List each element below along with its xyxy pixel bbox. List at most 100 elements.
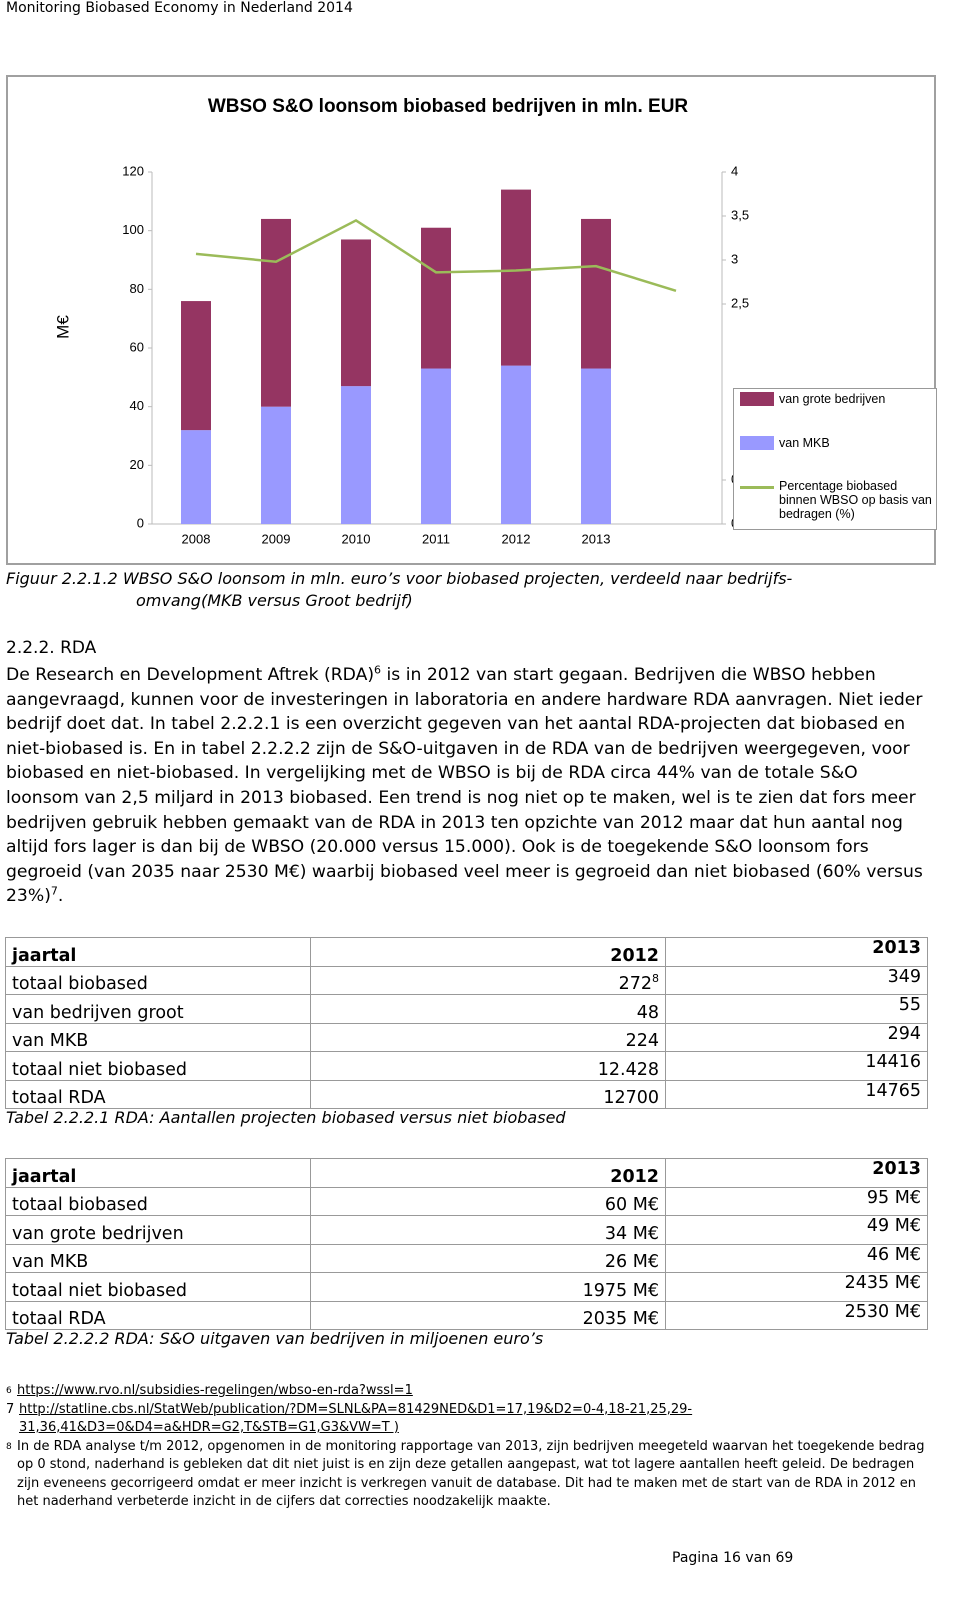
y-tick-label: 60 — [130, 339, 144, 354]
table-cell: totaal biobased — [5, 1186, 311, 1216]
y2-tick-label: 2,5 — [731, 295, 749, 310]
legend-label: van grote bedrijven — [779, 392, 886, 406]
table-row: totaal niet biobased 12.428 14416 — [5, 1051, 928, 1081]
bar-segment — [421, 227, 451, 369]
page-number: Pagina 16 van 69 — [672, 1550, 794, 1566]
legend-swatch — [740, 436, 774, 450]
table-cell: 49 M€ — [665, 1215, 928, 1245]
table-cell: 2013 — [665, 937, 928, 967]
footnote-number: 6 — [6, 1386, 12, 1396]
table-cell: 34 M€ — [310, 1215, 666, 1245]
table-cell: 294 — [665, 1022, 928, 1052]
table-row: van bedrijven groot 48 55 — [5, 994, 928, 1024]
table-row: totaal niet biobased 1975 M€ 2435 M€ — [5, 1272, 928, 1302]
legend-item: Percentage biobased binnen WBSO op basis… — [740, 479, 934, 521]
chart: WBSO S&O loonsom biobased bedrijven in m… — [53, 96, 749, 546]
line-series — [195, 218, 677, 292]
bar-segment — [501, 365, 531, 524]
footnote-ref: 7 — [50, 884, 58, 898]
bar-segment — [181, 430, 211, 524]
table-cell: 2013 — [665, 1158, 928, 1188]
page-header: Monitoring Biobased Economy in Nederland… — [6, 0, 353, 16]
table-row: totaal RDA 2035 M€ 2530 M€ — [5, 1300, 928, 1330]
legend-swatch — [740, 486, 774, 489]
table-cell: 224 — [310, 1022, 666, 1052]
table-cell: totaal RDA — [5, 1079, 311, 1109]
bar-segment — [341, 239, 371, 387]
bar-segment — [181, 301, 211, 431]
table-cell: van MKB — [5, 1243, 311, 1273]
x-tick-label: 2009 — [262, 531, 291, 546]
table-caption: Tabel 2.2.2.2 RDA: S&O uitgaven van bedr… — [6, 1329, 544, 1348]
data-table: jaartal 2012 2013 totaal biobased 2728 349 van… — [5, 937, 928, 1109]
cell-text: 272 — [618, 974, 652, 994]
legend: van grote bedrijven van MKB Percentage bio… — [733, 388, 937, 530]
table-cell: 12.428 — [310, 1051, 666, 1081]
bar-segment — [501, 189, 531, 366]
footnotes: 6 https://www.rvo.nl/subsidies-regelingen… — [6, 1382, 931, 1512]
table-row: van MKB 224 294 — [5, 1022, 928, 1052]
table-cell: 14416 — [665, 1051, 928, 1081]
section-heading: 2.2.2. RDA — [6, 638, 97, 658]
table-cell: 48 — [310, 994, 666, 1024]
y2-tick-label: 3 — [731, 251, 738, 266]
table-cell: jaartal — [5, 937, 311, 967]
table-cell: totaal biobased — [5, 965, 311, 995]
table-cell: van MKB — [5, 1022, 311, 1052]
table-row: van MKB 26 M€ 46 M€ — [5, 1243, 928, 1273]
y-tick-label: 120 — [122, 163, 144, 178]
table-cell: 2012 — [310, 1158, 666, 1188]
bar-segment — [261, 406, 291, 524]
table-row: totaal RDA 12700 14765 — [5, 1079, 928, 1109]
header-row: jaartal 2012 2013 — [5, 1158, 928, 1188]
table-cell: 14765 — [665, 1079, 928, 1109]
table-cell: totaal niet biobased — [5, 1051, 311, 1081]
table-cell: 1975 M€ — [310, 1272, 666, 1302]
table-caption: Tabel 2.2.2.1 RDA: Aantallen projecten b… — [6, 1108, 566, 1127]
table-cell: 2435 M€ — [665, 1272, 928, 1302]
y-tick-label: 20 — [130, 457, 144, 472]
table-cell: 2012 — [310, 937, 666, 967]
legend-item: van grote bedrijven — [740, 392, 885, 406]
footnote-number: 8 — [6, 1441, 12, 1452]
x-tick-label: 2012 — [502, 531, 531, 546]
table-row: van grote bedrijven 34 M€ 49 M€ — [5, 1215, 928, 1245]
footnote-ref: 8 — [652, 972, 659, 986]
caption-line: omvang(MKB versus Groot bedrijf) — [136, 591, 413, 610]
footnote-number: 7 — [6, 1401, 15, 1417]
legend-item: van MKB — [740, 436, 830, 450]
legend-label: Percentage biobased binnen WBSO op basis… — [779, 479, 932, 521]
legend-swatch — [740, 392, 774, 406]
y2-tick-label: 3,5 — [731, 207, 749, 222]
y-axis-label: M€ — [53, 315, 72, 339]
table-cell: 2530 M€ — [665, 1300, 928, 1330]
table-cell: 46 M€ — [665, 1243, 928, 1273]
table-cell: 95 M€ — [665, 1186, 928, 1216]
y-tick-label: 100 — [122, 222, 144, 237]
chart-title: WBSO S&O loonsom biobased bedrijven in m… — [208, 96, 689, 117]
footnote-ref: 6 — [374, 663, 382, 677]
x-tick-label: 2008 — [182, 531, 211, 546]
footnote-text: https://www.rvo.nl/subsidies-regelingen/… — [17, 1383, 413, 1398]
body-text-run: De Research en Development Aftrek (RDA) — [6, 665, 375, 685]
figure-caption: Figuur 2.2.1.2 WBSO S&O loonsom in mln. … — [6, 568, 792, 612]
body-text-run: is in 2012 van start gegaan. Bedrijven d… — [6, 665, 923, 907]
table-cell: totaal RDA — [5, 1300, 311, 1330]
legend-label: van MKB — [779, 436, 830, 450]
bar-segment — [581, 368, 611, 524]
body-text: De Research en Development Aftrek (RDA)6… — [6, 663, 926, 909]
y-tick-label: 80 — [130, 281, 144, 296]
bar-segment — [261, 218, 291, 407]
bar-segment — [421, 368, 451, 524]
footnote-text: In de RDA analyse t/m 2012, opgenomen in… — [17, 1438, 925, 1510]
table-row: totaal biobased 2728 349 — [5, 965, 928, 995]
table-cell: 26 M€ — [310, 1243, 666, 1273]
bar-segment — [341, 386, 371, 524]
footnote: 6 https://www.rvo.nl/subsidies-regelingen… — [6, 1382, 931, 1401]
footnote: 8 In de RDA analyse t/m 2012, opgenomen i… — [6, 1438, 931, 1512]
y-tick-label: 40 — [130, 398, 144, 413]
table-cell: 2728 — [310, 965, 666, 995]
table-cell: 55 — [665, 994, 928, 1024]
footnote: 7 http://statline.cbs.nl/StatWeb/publicat… — [6, 1401, 931, 1438]
